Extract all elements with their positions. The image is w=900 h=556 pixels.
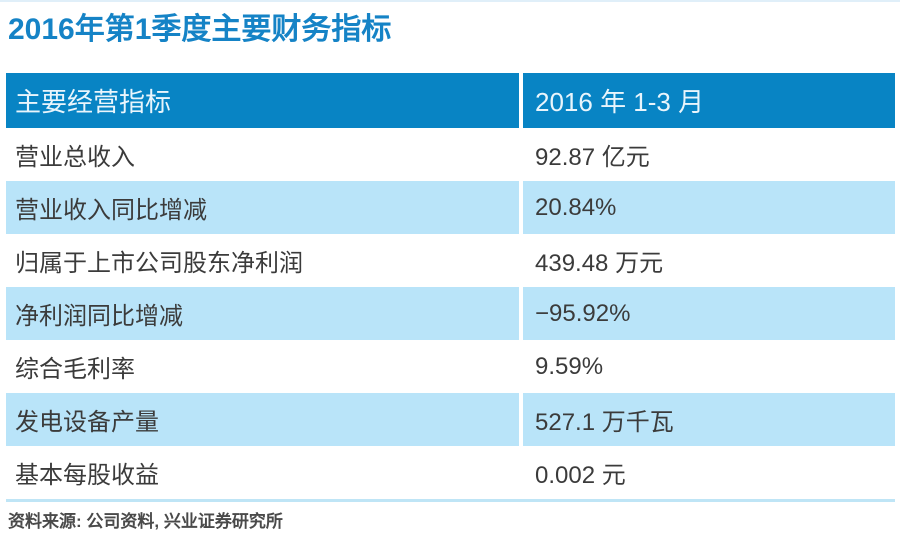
row-label: 综合毛利率 [15,356,135,383]
table-row: 发电设备产量 527.1 万千瓦 [6,393,895,446]
row-label: 发电设备产量 [15,409,159,436]
indicator-table: 主要经营指标 2016 年 1-3 月 营业总收入 92.87 亿元 营业收入同比增… [6,73,895,502]
row-value: 0.002 元 [519,446,895,499]
row-value: 527.1 万千瓦 [519,393,895,446]
row-value: 20.84% [519,181,895,234]
table-row: 净利润同比增减 −95.92% [6,287,895,340]
row-value: 92.87 亿元 [519,128,895,181]
table-header-row: 主要经营指标 2016 年 1-3 月 [6,73,895,128]
table-row: 归属于上市公司股东净利润 439.48 万元 [6,234,895,287]
page-title: 2016年第1季度主要财务指标 [8,13,392,46]
source-note: 资料来源: 公司资料, 兴业证券研究所 [8,512,283,531]
indicator-table-body: 营业总收入 92.87 亿元营业收入同比增减 20.84% 归属于上市公司股东净利润 4… [6,128,895,499]
table-row: 营业收入同比增减 20.84% [6,181,895,234]
column-header-indicator: 主要经营指标 [15,87,172,117]
column-header-period: 2016 年 1-3 月 [519,73,895,128]
row-label: 归属于上市公司股东净利润 [15,250,303,277]
row-label: 基本每股收益 [15,462,159,489]
row-label: 营业收入同比增减 [15,197,207,224]
row-label: 营业总收入 [15,144,135,171]
table-row: 营业总收入 92.87 亿元 [6,128,895,181]
top-divider [0,0,900,2]
row-value: −95.92% [519,287,895,340]
table-row: 综合毛利率 9.59% [6,340,895,393]
row-value: 9.59% [519,340,895,393]
table-row: 基本每股收益 0.002 元 [6,446,895,499]
row-value: 439.48 万元 [519,234,895,287]
row-label: 净利润同比增减 [15,303,183,330]
